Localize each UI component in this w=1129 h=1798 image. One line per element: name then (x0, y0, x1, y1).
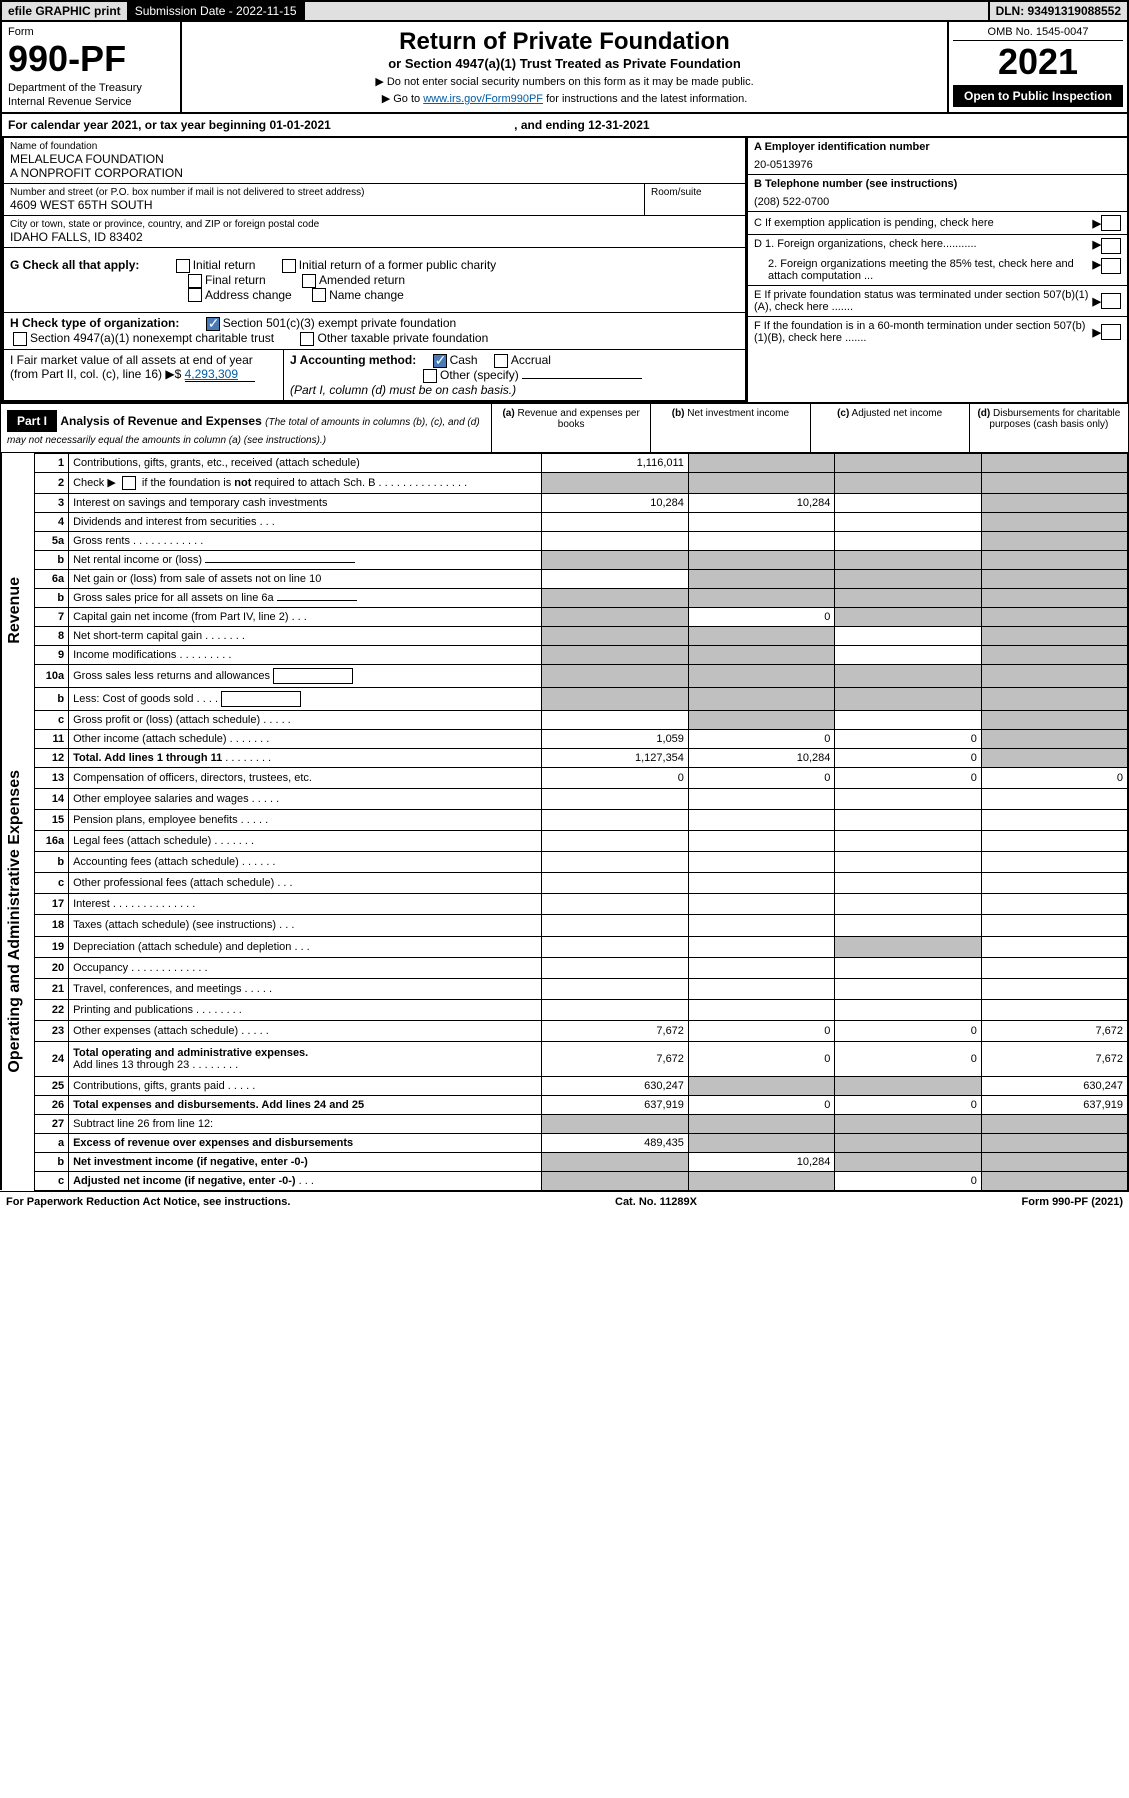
part1-header: Part I Analysis of Revenue and Expenses … (0, 403, 1129, 453)
form-number: 990-PF (8, 38, 174, 80)
footer-right: Form 990-PF (2021) (1022, 1196, 1124, 1208)
l2-checkbox[interactable] (122, 476, 136, 490)
dept-treasury: Department of the Treasury (8, 82, 174, 94)
expenses-side: Operating and Administrative Expenses (6, 770, 24, 1073)
h-other-checkbox[interactable] (300, 332, 314, 346)
part1-title: Analysis of Revenue and Expenses (60, 414, 261, 428)
revenue-side: Revenue (6, 577, 24, 644)
d2-checkbox[interactable] (1101, 258, 1121, 274)
h-label: H Check type of organization: (10, 316, 179, 330)
foundation-addr: 4609 WEST 65TH SOUTH (10, 198, 638, 212)
g-initial-former-checkbox[interactable] (282, 259, 296, 273)
name-label: Name of foundation (10, 141, 739, 152)
c-checkbox[interactable] (1101, 215, 1121, 231)
foundation-name2: A NONPROFIT CORPORATION (10, 166, 739, 180)
part1-tag: Part I (7, 410, 57, 432)
h-4947-checkbox[interactable] (13, 332, 27, 346)
g-amended-checkbox[interactable] (302, 274, 316, 288)
city-label: City or town, state or province, country… (10, 219, 739, 230)
form-table: Revenue 1Contributions, gifts, grants, e… (0, 453, 1129, 1191)
page-footer: For Paperwork Reduction Act Notice, see … (0, 1191, 1129, 1212)
tax-year: 2021 (953, 41, 1123, 83)
d1-checkbox[interactable] (1101, 238, 1121, 254)
addr-label: Number and street (or P.O. box number if… (10, 187, 638, 198)
j-note: (Part I, column (d) must be on cash basi… (290, 383, 516, 397)
irs-link[interactable]: www.irs.gov/Form990PF (423, 93, 543, 105)
g-initial-checkbox[interactable] (176, 259, 190, 273)
ein-value: 20-0513976 (754, 159, 1121, 171)
f-checkbox[interactable] (1101, 324, 1121, 340)
h-501c3-checkbox[interactable] (206, 317, 220, 331)
footer-mid: Cat. No. 11289X (615, 1196, 697, 1208)
open-inspection: Open to Public Inspection (953, 85, 1123, 107)
efile-label[interactable]: efile GRAPHIC print (2, 2, 129, 20)
footer-left: For Paperwork Reduction Act Notice, see … (6, 1196, 290, 1208)
phone-value: (208) 522-0700 (754, 196, 1121, 208)
d2-label: 2. Foreign organizations meeting the 85%… (754, 258, 1093, 282)
dept-irs: Internal Revenue Service (8, 96, 174, 108)
submission-date: Submission Date - 2022-11-15 (129, 2, 305, 20)
form-subtitle: or Section 4947(a)(1) Trust Treated as P… (188, 56, 941, 71)
form-header: Form 990-PF Department of the Treasury I… (0, 22, 1129, 114)
form-note1: ▶ Do not enter social security numbers o… (188, 75, 941, 88)
c-label: C If exemption application is pending, c… (754, 217, 1093, 229)
form-title: Return of Private Foundation (188, 28, 941, 56)
g-label: G Check all that apply: (10, 258, 139, 272)
foundation-name: MELALEUCA FOUNDATION (10, 152, 739, 166)
d1-label: D 1. Foreign organizations, check here..… (754, 238, 1093, 254)
b-label: B Telephone number (see instructions) (754, 178, 1121, 190)
form-note2: ▶ Go to www.irs.gov/Form990PF for instru… (188, 92, 941, 105)
e-checkbox[interactable] (1101, 293, 1121, 309)
foundation-info: Name of foundation MELALEUCA FOUNDATION … (0, 138, 1129, 403)
form-label: Form (8, 26, 174, 38)
j-other-checkbox[interactable] (423, 369, 437, 383)
room-label: Room/suite (651, 187, 739, 198)
omb-number: OMB No. 1545-0047 (953, 26, 1123, 41)
a-label: A Employer identification number (754, 141, 1121, 153)
j-cash-checkbox[interactable] (433, 354, 447, 368)
dln-label: DLN: 93491319088552 (988, 2, 1127, 20)
top-bar: efile GRAPHIC print Submission Date - 20… (0, 0, 1129, 22)
j-accrual-checkbox[interactable] (494, 354, 508, 368)
f-label: F If the foundation is in a 60-month ter… (754, 320, 1093, 344)
g-name-checkbox[interactable] (312, 288, 326, 302)
i-value[interactable]: 4,293,309 (185, 367, 255, 382)
e-label: E If private foundation status was termi… (754, 289, 1093, 313)
j-label: J Accounting method: (290, 353, 416, 367)
g-final-checkbox[interactable] (188, 274, 202, 288)
calendar-year-row: For calendar year 2021, or tax year begi… (0, 114, 1129, 138)
g-address-checkbox[interactable] (188, 288, 202, 302)
foundation-city: IDAHO FALLS, ID 83402 (10, 230, 739, 244)
